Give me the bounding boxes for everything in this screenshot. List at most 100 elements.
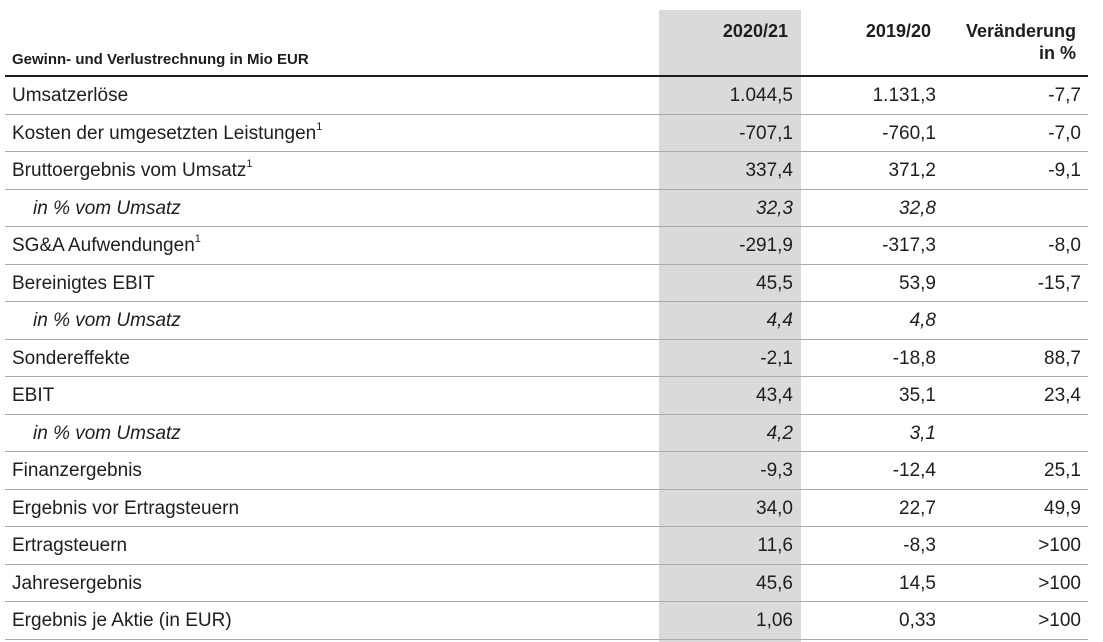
value-change-percent: 88,7 bbox=[1044, 347, 1081, 369]
table-row: Sondereffekte -2,1 -18,8 88,7 bbox=[5, 340, 1088, 377]
row-label-text: Ergebnis vor Ertragsteuern bbox=[12, 497, 240, 519]
row-label-text: Umsatzerlöse bbox=[12, 85, 129, 106]
table-row: Bruttoergebnis vom Umsatz1 337,4 371,2 -9,1 bbox=[5, 152, 1088, 190]
row-label-text: Ergebnis je Aktie (in EUR) bbox=[12, 610, 232, 631]
row-label: Bereinigtes EBIT bbox=[12, 273, 155, 295]
row-label: Finanzergebnis bbox=[12, 460, 142, 482]
value-2020-21: -2,1 bbox=[760, 347, 793, 369]
footnote-marker: 1 bbox=[316, 120, 323, 133]
value-change-percent: 49,9 bbox=[1044, 497, 1081, 519]
value-2019-20: -760,1 bbox=[882, 122, 936, 144]
column-header-change: Veränderung in % bbox=[966, 20, 1076, 64]
value-change-percent: 23,4 bbox=[1044, 385, 1081, 406]
table-row: EBIT 43,4 35,1 23,4 bbox=[5, 377, 1088, 415]
value-change-percent: -7,0 bbox=[1048, 122, 1081, 144]
table-row: Umsatzerlöse 1.044,5 1.131,3 -7,7 bbox=[5, 77, 1088, 115]
value-change-percent: >100 bbox=[1038, 535, 1081, 556]
row-label-text: Jahresergebnis bbox=[12, 572, 142, 594]
value-2020-21: 11,6 bbox=[757, 535, 793, 556]
table-row: Bereinigtes EBIT 45,5 53,9 -15,7 bbox=[5, 265, 1088, 302]
column-header-2019-20: 2019/20 bbox=[865, 21, 931, 41]
value-2019-20: -18,8 bbox=[892, 347, 936, 369]
value-2020-21: 4,4 bbox=[766, 310, 793, 331]
table-header: Gewinn- und Verlustrechnung in Mio EUR 2… bbox=[0, 10, 1088, 76]
row-label-text: EBIT bbox=[12, 385, 55, 406]
row-label: in % vom Umsatz bbox=[33, 423, 181, 445]
value-2020-21: -291,9 bbox=[739, 235, 793, 256]
row-label-text: SG&A Aufwendungen bbox=[12, 235, 195, 256]
value-2020-21: 337,4 bbox=[745, 160, 793, 181]
value-2019-20: 0,33 bbox=[899, 610, 936, 631]
row-label: in % vom Umsatz bbox=[33, 198, 181, 220]
value-change-percent: >100 bbox=[1038, 572, 1081, 594]
value-2020-21: 43,4 bbox=[756, 385, 793, 406]
table-row: in % vom Umsatz 4,4 4,8 bbox=[5, 302, 1088, 340]
row-label-text: Bereinigtes EBIT bbox=[12, 272, 155, 294]
value-change-percent: 25,1 bbox=[1044, 460, 1081, 481]
table-row: Ergebnis je Aktie (in EUR) 1,06 0,33 >100 bbox=[5, 602, 1088, 640]
row-label: Sondereffekte bbox=[12, 348, 130, 370]
value-2020-21: 32,3 bbox=[756, 197, 793, 219]
row-label-text: in % vom Umsatz bbox=[33, 197, 181, 219]
value-change-percent: >100 bbox=[1038, 610, 1081, 631]
value-2019-20: 1.131,3 bbox=[872, 85, 936, 106]
row-label: Ertragsteuern bbox=[12, 535, 127, 557]
value-2020-21: 1,06 bbox=[756, 610, 793, 631]
value-2020-21: 4,2 bbox=[766, 422, 793, 444]
value-2020-21: 1.044,5 bbox=[729, 85, 793, 106]
value-2020-21: 34,0 bbox=[756, 497, 793, 519]
row-label-text: Kosten der umgesetzten Leistungen bbox=[12, 122, 317, 144]
value-2019-20: 3,1 bbox=[909, 422, 936, 444]
value-2019-20: 53,9 bbox=[899, 272, 936, 294]
row-label: Ergebnis vor Ertragsteuern bbox=[12, 498, 239, 520]
table-row: Jahresergebnis 45,6 14,5 >100 bbox=[5, 565, 1088, 602]
current-year-column-highlight bbox=[659, 10, 801, 642]
column-header-2020-21: 2020/21 bbox=[722, 21, 788, 41]
value-2019-20: 35,1 bbox=[899, 385, 936, 406]
value-change-percent: -15,7 bbox=[1037, 272, 1081, 294]
table-body: Umsatzerlöse 1.044,5 1.131,3 -7,7 Kosten der… bbox=[0, 77, 1088, 640]
value-2019-20: 22,7 bbox=[899, 497, 936, 519]
row-label: Kosten der umgesetzten Leistungen1 bbox=[12, 120, 323, 145]
row-label-text: Sondereffekte bbox=[12, 347, 130, 369]
value-2020-21: 45,6 bbox=[756, 572, 793, 594]
value-2020-21: -707,1 bbox=[739, 122, 793, 144]
row-label: Bruttoergebnis vom Umsatz1 bbox=[12, 158, 253, 182]
row-label-text: in % vom Umsatz bbox=[33, 422, 181, 444]
value-2019-20: -317,3 bbox=[882, 235, 936, 256]
value-2019-20: 14,5 bbox=[899, 572, 936, 594]
row-label-text: Finanzergebnis bbox=[12, 460, 142, 481]
value-2019-20: -8,3 bbox=[903, 535, 936, 556]
value-2020-21: 45,5 bbox=[756, 272, 793, 294]
value-2019-20: 371,2 bbox=[888, 160, 936, 181]
table-row: in % vom Umsatz 4,2 3,1 bbox=[5, 415, 1088, 452]
value-2019-20: 4,8 bbox=[909, 310, 936, 331]
table-row: Ergebnis vor Ertragsteuern 34,0 22,7 49,9 bbox=[5, 490, 1088, 527]
row-label: in % vom Umsatz bbox=[33, 310, 181, 332]
value-2019-20: -12,4 bbox=[892, 460, 936, 481]
value-change-percent: -9,1 bbox=[1048, 160, 1081, 181]
value-change-percent: -8,0 bbox=[1048, 235, 1081, 256]
row-label-text: in % vom Umsatz bbox=[33, 310, 181, 331]
value-2019-20: 32,8 bbox=[899, 197, 936, 219]
table-row: Finanzergebnis -9,3 -12,4 25,1 bbox=[5, 452, 1088, 490]
table-title: Gewinn- und Verlustrechnung in Mio EUR bbox=[12, 51, 309, 68]
column-header-change-line1: Veränderung bbox=[965, 21, 1076, 41]
column-header-change-line2: in % bbox=[1038, 43, 1076, 63]
value-change-percent: -7,7 bbox=[1048, 85, 1081, 106]
footnote-marker: 1 bbox=[246, 158, 253, 170]
row-label: Umsatzerlöse bbox=[12, 85, 128, 107]
value-2020-21: -9,3 bbox=[760, 460, 793, 481]
row-label: EBIT bbox=[12, 385, 54, 407]
table-row: Ertragsteuern 11,6 -8,3 >100 bbox=[5, 527, 1088, 565]
table-row: Kosten der umgesetzten Leistungen1 -707,1… bbox=[5, 115, 1088, 152]
row-label: Ergebnis je Aktie (in EUR) bbox=[12, 610, 232, 632]
row-label: SG&A Aufwendungen1 bbox=[12, 233, 201, 257]
row-label: Jahresergebnis bbox=[12, 573, 142, 595]
table-row: SG&A Aufwendungen1 -291,9 -317,3 -8,0 bbox=[5, 227, 1088, 265]
header-rule bbox=[5, 75, 1088, 77]
table-row: in % vom Umsatz 32,3 32,8 bbox=[5, 190, 1088, 227]
row-label-text: Bruttoergebnis vom Umsatz bbox=[12, 160, 247, 181]
row-label-text: Ertragsteuern bbox=[12, 535, 128, 556]
